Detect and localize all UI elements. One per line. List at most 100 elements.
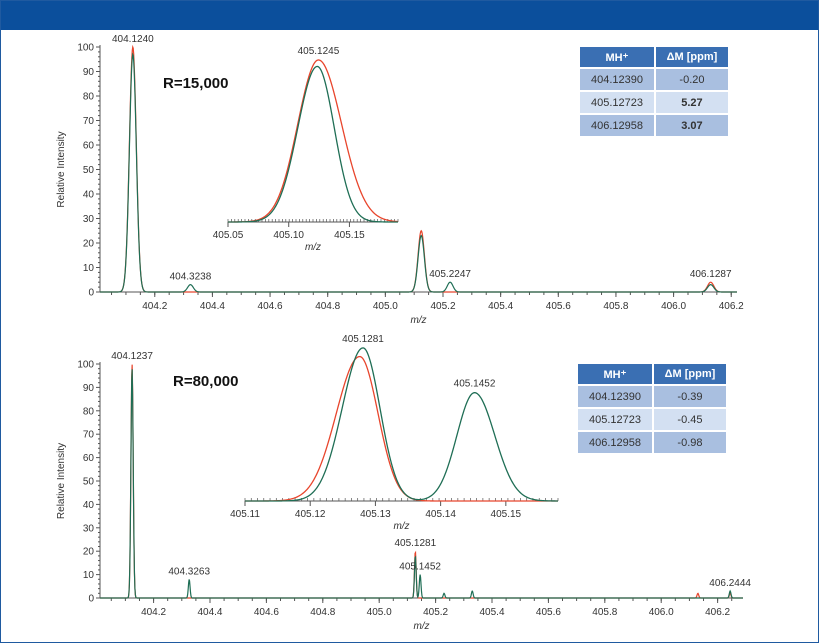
inset-peak-label: 405.1281 (342, 334, 384, 345)
table-row: 405.12723 -0.45 (578, 409, 726, 430)
col-mh: MH⁺ (580, 47, 654, 67)
peak-label: 405.1452 (399, 562, 441, 573)
x-tick-label: 404.8 (315, 301, 340, 312)
inset-x-tick-label: 405.15 (491, 509, 522, 520)
inset-green-trace (245, 347, 559, 502)
table-row: 404.12390 -0.39 (578, 386, 726, 407)
x-tick-label: 405.8 (603, 301, 628, 312)
y-tick-label: 50 (83, 165, 95, 176)
y-tick-label: 90 (83, 383, 95, 394)
y-tick-label: 0 (88, 288, 94, 299)
peak-label: 406.2444 (709, 578, 751, 589)
ppm-cell: 5.27 (655, 92, 728, 113)
y-tick-label: 20 (83, 547, 95, 558)
x-tick-label: 404.2 (141, 607, 166, 618)
x-tick-label: 405.0 (367, 607, 392, 618)
y-tick-label: 30 (83, 214, 95, 225)
y-tick-label: 80 (83, 92, 95, 103)
inset-x-tick-label: 405.11 (230, 509, 260, 520)
ppm-cell: 3.07 (655, 115, 728, 136)
green-trace (100, 369, 743, 599)
inset-x-tick-label: 405.12 (295, 509, 326, 520)
table-row: 404.12390 -0.20 (580, 69, 728, 90)
resolution-label: R=80,000 (173, 373, 238, 390)
y-tick-label: 40 (83, 190, 95, 201)
x-tick-label: 404.8 (310, 607, 335, 618)
x-tick-label: 404.4 (197, 607, 222, 618)
x-tick-label: 406.0 (649, 607, 674, 618)
y-tick-label: 80 (83, 406, 95, 417)
x-tick-label: 404.2 (142, 301, 167, 312)
peak-label: 405.1281 (394, 538, 436, 549)
peak-label: 404.1237 (111, 351, 153, 362)
x-tick-label: 406.2 (705, 607, 730, 618)
y-axis-label: Relative Intensity (56, 443, 67, 519)
inset-peak-label: 405.1245 (298, 46, 340, 57)
y-axis-label: Relative Intensity (56, 131, 67, 207)
y-tick-label: 90 (83, 67, 95, 78)
table-row: 406.12958 3.07 (580, 115, 728, 136)
y-tick-label: 100 (77, 360, 94, 371)
peak-label: 404.3263 (168, 566, 210, 577)
mass-accuracy-table-top: MH⁺ ΔM [ppm] 404.12390 -0.20 405.12723 5.27… (578, 45, 730, 138)
mass-cell: 406.12958 (580, 115, 654, 136)
y-tick-label: 70 (83, 116, 95, 127)
y-tick-label: 100 (77, 43, 94, 54)
y-tick-label: 50 (83, 477, 95, 488)
table-row: 406.12958 -0.98 (578, 432, 726, 453)
col-mh: MH⁺ (578, 364, 652, 384)
x-tick-label: 405.6 (536, 607, 561, 618)
peak-label: 404.1240 (112, 34, 154, 45)
ppm-cell: -0.20 (655, 69, 728, 90)
ppm-cell: -0.98 (653, 432, 726, 453)
resolution-label: R=15,000 (163, 75, 228, 92)
x-tick-label: 405.0 (373, 301, 398, 312)
x-tick-label: 404.4 (200, 301, 225, 312)
x-tick-label: 406.0 (661, 301, 686, 312)
x-tick-label: 405.6 (546, 301, 571, 312)
inset-x-tick-label: 405.13 (360, 509, 391, 520)
inset-x-tick-label: 405.15 (334, 230, 365, 241)
y-tick-label: 20 (83, 239, 95, 250)
mass-cell: 404.12390 (578, 386, 652, 407)
peak-label: 404.3238 (170, 272, 212, 283)
inset-x-axis-label: m/z (393, 521, 409, 532)
ppm-cell: -0.45 (653, 409, 726, 430)
x-tick-label: 405.2 (430, 301, 455, 312)
y-tick-label: 30 (83, 523, 95, 534)
peak-label: 406.1287 (690, 269, 732, 280)
inset-green-trace (228, 65, 398, 223)
y-tick-label: 10 (83, 570, 95, 581)
x-tick-label: 404.6 (254, 607, 279, 618)
inset-x-axis-label: m/z (305, 242, 321, 253)
y-tick-label: 0 (88, 594, 94, 605)
peak-label: 405.2247 (429, 269, 471, 280)
inset-x-tick-label: 405.14 (425, 509, 456, 520)
col-ppm: ΔM [ppm] (655, 47, 728, 67)
inset-x-tick-label: 405.05 (213, 230, 244, 241)
table-row: 405.12723 5.27 (580, 92, 728, 113)
col-ppm: ΔM [ppm] (653, 364, 726, 384)
x-tick-label: 405.2 (423, 607, 448, 618)
header-bar (0, 0, 819, 30)
y-tick-label: 40 (83, 500, 95, 511)
x-tick-label: 404.6 (258, 301, 283, 312)
mass-cell: 405.12723 (578, 409, 652, 430)
y-tick-label: 70 (83, 430, 95, 441)
y-tick-label: 60 (83, 141, 95, 152)
inset-peak-label: 405.1452 (454, 379, 496, 390)
inset-x-tick-label: 405.10 (273, 230, 304, 241)
y-tick-label: 10 (83, 263, 95, 274)
mass-cell: 406.12958 (578, 432, 652, 453)
x-tick-label: 405.4 (479, 607, 504, 618)
mass-accuracy-table-bottom: MH⁺ ΔM [ppm] 404.12390 -0.39 405.12723 -0.4… (576, 362, 728, 455)
x-axis-label: m/z (410, 315, 426, 326)
mass-cell: 405.12723 (580, 92, 654, 113)
x-axis-label: m/z (413, 621, 429, 632)
green-trace (100, 52, 737, 293)
y-tick-label: 60 (83, 453, 95, 464)
ppm-cell: -0.39 (653, 386, 726, 407)
mass-cell: 404.12390 (580, 69, 654, 90)
x-tick-label: 405.4 (488, 301, 513, 312)
